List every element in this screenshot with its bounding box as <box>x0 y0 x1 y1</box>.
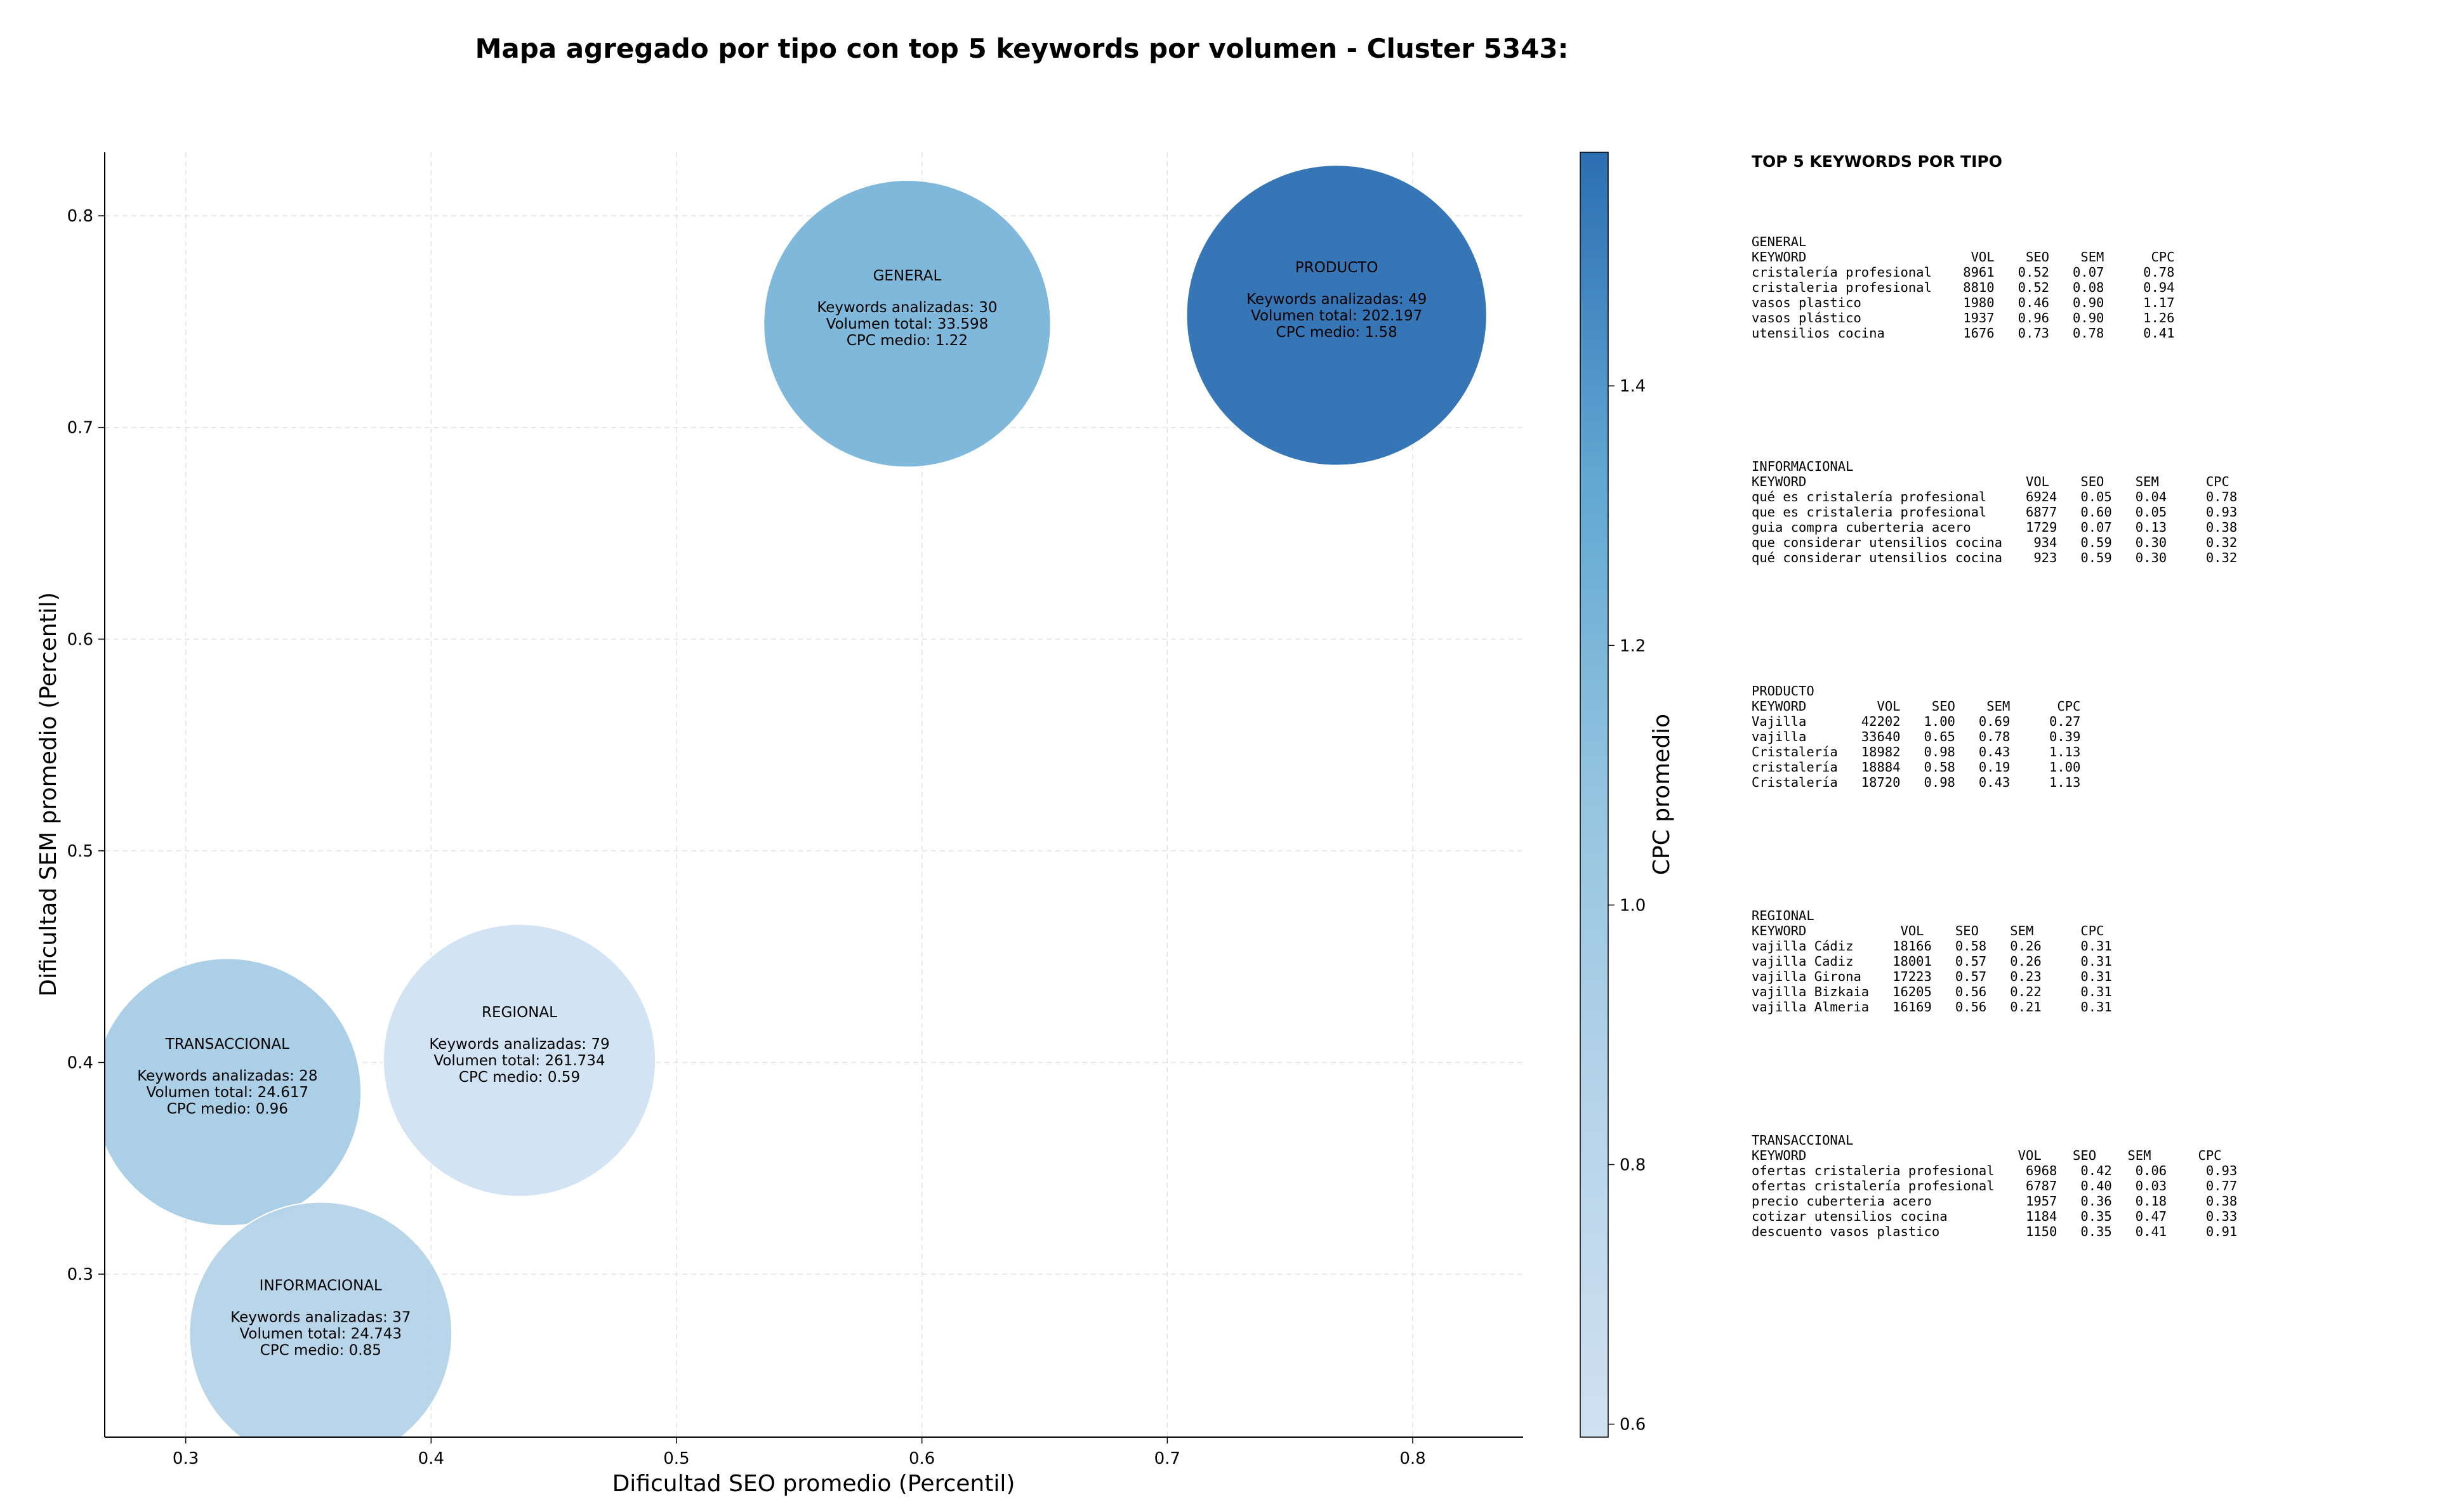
y-axis-label: Dificultad SEM promedio (Percentil) <box>36 592 62 997</box>
bubble-volume: Volumen total: 261.734 <box>433 1053 605 1069</box>
keyword-section-general: GENERAL KEYWORD VOL SEO SEM CPC cristale… <box>1752 234 2424 459</box>
colorbar-ticks: 0.6 0.8 1.0 1.2 1.4 <box>1608 377 1646 1435</box>
bubble-keywords: Keywords analizadas: 79 <box>429 1036 609 1053</box>
keyword-sections: GENERAL KEYWORD VOL SEO SEM CPC cristale… <box>1752 234 2424 1357</box>
colorbar-tick-label: 0.8 <box>1620 1155 1646 1174</box>
bubble-general <box>763 180 1052 468</box>
y-tick-label: 0.6 <box>67 630 93 649</box>
x-ticks: 0.3 0.4 0.5 0.6 0.7 0.8 <box>173 1437 1426 1468</box>
bubble-cpc: CPC medio: 0.59 <box>459 1069 580 1086</box>
bubble-volume: Volumen total: 24.743 <box>239 1326 402 1343</box>
bubble-keywords: Keywords analizadas: 28 <box>137 1068 317 1084</box>
chart-title: Mapa agregado por tipo con top 5 keyword… <box>475 33 1569 64</box>
bubble-transaccional <box>105 957 362 1226</box>
x-axis-label: Dificultad SEO promedio (Percentil) <box>612 1471 1015 1497</box>
keyword-table: REGIONAL KEYWORD VOL SEO SEM CPC vajilla… <box>1752 908 2112 1015</box>
keyword-table: GENERAL KEYWORD VOL SEO SEM CPC cristale… <box>1752 234 2175 341</box>
bubble-keywords: Keywords analizadas: 37 <box>230 1310 411 1326</box>
colorbar-tick-label: 1.0 <box>1620 896 1646 915</box>
y-tick-label: 0.7 <box>67 419 93 438</box>
keywords-panel: TOP 5 KEYWORDS POR TIPO GENERAL KEYWORD … <box>1752 152 2424 1357</box>
y-tick-label: 0.4 <box>67 1054 93 1073</box>
x-tick-label: 0.4 <box>418 1449 444 1468</box>
x-tick-label: 0.3 <box>173 1449 199 1468</box>
colorbar: 0.6 0.8 1.0 1.2 1.4 CPC promedio <box>1580 152 1675 1438</box>
keyword-section-transaccional: TRANSACCIONAL KEYWORD VOL SEO SEM CPC of… <box>1752 1133 2424 1357</box>
colorbar-tick-label: 1.2 <box>1620 636 1646 655</box>
axes <box>104 152 1523 1438</box>
bubble-producto <box>1185 164 1488 466</box>
colorbar-gradient <box>1580 152 1609 1438</box>
bubble-cpc: CPC medio: 1.58 <box>1276 324 1397 341</box>
y-ticks: 0.3 0.4 0.5 0.6 0.7 0.8 <box>67 207 105 1284</box>
y-tick-label: 0.5 <box>67 842 93 861</box>
x-tick-label: 0.6 <box>909 1449 935 1468</box>
keyword-section-regional: REGIONAL KEYWORD VOL SEO SEM CPC vajilla… <box>1752 908 2424 1133</box>
keyword-table: INFORMACIONAL KEYWORD VOL SEO SEM CPC qu… <box>1752 459 2238 565</box>
colorbar-tick-label: 0.6 <box>1620 1416 1646 1435</box>
bubble-name: REGIONAL <box>482 1004 557 1021</box>
y-tick-label: 0.8 <box>67 207 93 226</box>
x-tick-label: 0.7 <box>1154 1449 1180 1468</box>
bubble-name: INFORMACIONAL <box>260 1278 382 1294</box>
bubble-cpc: CPC medio: 0.96 <box>167 1101 288 1117</box>
x-tick-label: 0.8 <box>1399 1449 1425 1468</box>
keyword-section-informacional: INFORMACIONAL KEYWORD VOL SEO SEM CPC qu… <box>1752 459 2424 683</box>
bubble-keywords: Keywords analizadas: 30 <box>817 299 997 316</box>
bubbles <box>105 164 1488 1437</box>
bubble-cpc: CPC medio: 1.22 <box>847 332 968 349</box>
bubble-cpc: CPC medio: 0.85 <box>260 1343 381 1359</box>
bubble-regional <box>382 923 657 1197</box>
keyword-table: TRANSACCIONAL KEYWORD VOL SEO SEM CPC of… <box>1752 1133 2238 1239</box>
bubble-volume: Volumen total: 33.598 <box>826 316 989 332</box>
bubble-volume: Volumen total: 24.617 <box>147 1084 309 1101</box>
x-tick-label: 0.5 <box>663 1449 689 1468</box>
keyword-table: PRODUCTO KEYWORD VOL SEO SEM CPC Vajilla… <box>1752 683 2081 790</box>
bubble-volume: Volumen total: 202.197 <box>1251 308 1422 324</box>
colorbar-tick-label: 1.4 <box>1620 377 1646 396</box>
y-tick-label: 0.3 <box>67 1265 93 1284</box>
bubble-keywords: Keywords analizadas: 49 <box>1246 291 1427 308</box>
bubble-informacional <box>188 1201 453 1437</box>
colorbar-label: CPC promedio <box>1649 714 1675 875</box>
bubble-name: PRODUCTO <box>1295 260 1378 276</box>
keyword-section-producto: PRODUCTO KEYWORD VOL SEO SEM CPC Vajilla… <box>1752 683 2424 908</box>
bubble-name: GENERAL <box>873 268 942 284</box>
bubble-name: TRANSACCIONAL <box>165 1036 289 1053</box>
panel-title: TOP 5 KEYWORDS POR TIPO <box>1752 152 2002 171</box>
